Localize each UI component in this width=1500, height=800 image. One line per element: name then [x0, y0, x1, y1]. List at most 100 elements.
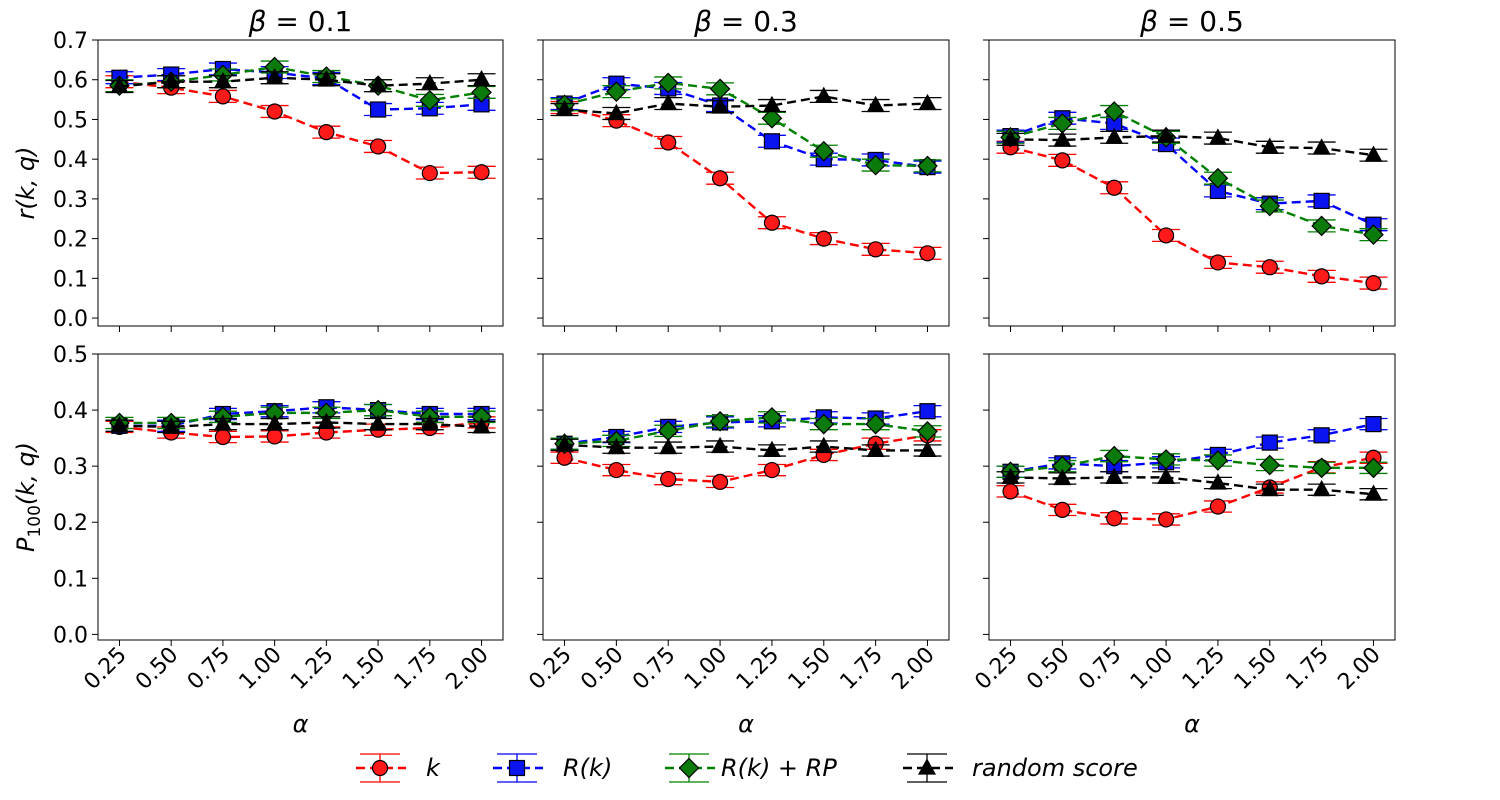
data-point	[763, 214, 781, 231]
panel-r2-c1: 0.00.10.20.30.40.50.25 0.50 0.75 1.00 1.25 1.…	[12, 343, 504, 738]
legend-label: R(k)	[563, 754, 612, 782]
series-rkrp	[105, 56, 496, 111]
data-point	[813, 140, 835, 162]
data-point	[1311, 215, 1332, 237]
data-point	[1103, 445, 1125, 467]
data-point	[317, 69, 336, 87]
series-line	[1010, 110, 1374, 236]
series-line	[119, 76, 482, 88]
data-point	[1054, 501, 1071, 518]
data-point	[1207, 167, 1229, 189]
legend-label: random score	[972, 754, 1138, 782]
series-line	[564, 82, 928, 169]
x-tick-label: 1.25	[732, 643, 784, 695]
data-point	[473, 164, 490, 181]
data-point	[866, 95, 885, 113]
data-point	[266, 428, 283, 445]
series-line	[564, 434, 928, 484]
panel-title: β = 0.5	[1139, 5, 1244, 38]
data-point	[657, 72, 679, 94]
panel-title: β = 0.1	[248, 5, 353, 38]
data-point	[1365, 415, 1382, 433]
y-axis-label: r(k, q)	[12, 147, 40, 220]
data-point	[1001, 467, 1020, 484]
data-point	[815, 230, 832, 247]
x-tick-label: 1.50	[338, 643, 390, 695]
y-tick-label: 0.2	[53, 511, 88, 536]
data-point	[711, 436, 730, 454]
data-point	[1157, 126, 1176, 143]
data-point	[711, 170, 729, 187]
data-point	[420, 73, 439, 91]
data-point	[472, 69, 491, 87]
data-point	[1208, 473, 1227, 490]
data-point	[1260, 137, 1279, 154]
data-point	[1261, 259, 1278, 276]
data-point	[1053, 130, 1072, 147]
data-point	[555, 435, 574, 452]
data-point	[709, 410, 731, 432]
y-tick-label: 0.0	[53, 307, 88, 332]
data-point	[763, 133, 781, 150]
series-line	[119, 421, 482, 429]
series-k	[105, 73, 496, 182]
y-tick-label: 0.4	[53, 399, 88, 424]
series-line	[564, 443, 928, 452]
data-point	[265, 414, 284, 431]
x-tick-label: 1.25	[1178, 643, 1230, 695]
data-point	[1157, 467, 1176, 484]
y-tick-label: 0.1	[53, 267, 88, 292]
data-point	[1103, 101, 1125, 122]
x-tick-label: 2.00	[1333, 643, 1385, 695]
data-point	[659, 437, 678, 455]
x-tick-label: 1.25	[286, 643, 338, 695]
y-tick-label: 0.2	[53, 228, 88, 253]
series-line	[564, 95, 928, 115]
data-point	[1208, 128, 1227, 145]
x-tick-label: 1.75	[1282, 643, 1334, 695]
x-tick-label: 1.00	[235, 643, 287, 695]
series-line	[564, 106, 928, 255]
data-point	[660, 134, 677, 151]
data-point	[1313, 192, 1330, 209]
data-point	[1313, 427, 1330, 444]
data-point	[919, 403, 936, 420]
legend-marker	[917, 758, 937, 775]
data-point	[865, 154, 886, 176]
series-rand	[996, 467, 1388, 501]
y-tick-label: 0.5	[53, 343, 88, 368]
data-point	[317, 412, 336, 430]
data-point	[421, 164, 438, 182]
data-point	[162, 417, 181, 434]
data-point	[419, 90, 441, 111]
data-point	[1260, 479, 1279, 497]
series-rand	[996, 126, 1388, 162]
data-point	[420, 414, 439, 431]
axes-frame	[97, 353, 504, 641]
data-point	[214, 88, 232, 105]
data-point	[1364, 145, 1383, 162]
data-point	[1363, 457, 1384, 479]
panel-r1-c2: β = 0.3	[537, 5, 950, 332]
data-point	[1106, 179, 1123, 196]
series-rand	[550, 86, 942, 121]
data-point	[1312, 138, 1331, 155]
y-axis-label: P100(k, q)	[12, 442, 45, 552]
legend-marker	[508, 759, 526, 777]
y-tick-label: 0.6	[53, 69, 88, 94]
data-point	[1002, 483, 1019, 500]
legend-marker	[678, 757, 700, 779]
data-point	[762, 95, 781, 113]
data-point	[1259, 454, 1281, 476]
series-line	[1010, 456, 1374, 521]
panel-r2-c2: 0.25 0.50 0.75 1.00 1.25 1.50 1.75 2.00 α	[524, 353, 950, 738]
data-point	[1207, 450, 1229, 471]
data-point	[608, 461, 625, 479]
data-point	[761, 407, 783, 428]
data-point	[919, 245, 936, 262]
data-point	[1311, 457, 1332, 479]
data-point	[265, 67, 284, 85]
data-point	[866, 440, 885, 458]
legend-entry-rand: random score	[903, 753, 1138, 783]
data-point	[318, 124, 335, 141]
